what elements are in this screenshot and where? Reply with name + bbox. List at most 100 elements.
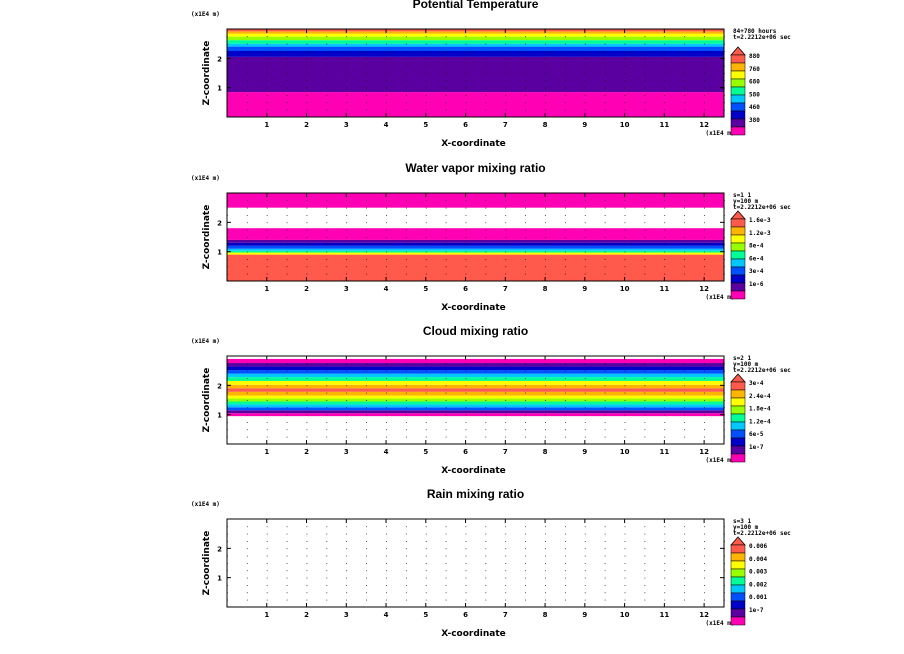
grid-dot: [445, 392, 447, 394]
grid-dot: [286, 51, 288, 52]
grid-dot: [266, 392, 268, 394]
grid-dot: [664, 436, 666, 438]
grid-dot: [664, 207, 666, 209]
grid-dot: [425, 43, 427, 45]
grid-dot: [485, 392, 487, 394]
grid-dot: [266, 385, 268, 387]
contour-band: [227, 228, 724, 240]
grid-dot: [604, 422, 606, 423]
grid-dot: [624, 200, 626, 202]
grid-dot: [346, 385, 348, 387]
grid-dot: [425, 237, 427, 238]
grid-dot: [564, 541, 566, 542]
grid-dot: [684, 109, 686, 111]
z-axis-label: Z-coordinate: [202, 41, 212, 106]
grid-dot: [684, 36, 686, 38]
grid-dot: [405, 273, 407, 275]
grid-dot: [425, 436, 427, 438]
grid-dot: [386, 222, 387, 224]
info-text: t=2.2212e+06 sec: [733, 367, 791, 374]
x-tick-label: 6: [463, 285, 468, 293]
grid-dot: [286, 429, 288, 431]
grid-dot: [366, 102, 367, 104]
grid-dot: [405, 436, 407, 438]
grid-dot: [505, 87, 507, 89]
grid-dot: [306, 200, 308, 202]
grid-dot: [266, 207, 268, 209]
grid-dot: [545, 533, 546, 535]
grid-dot: [346, 80, 348, 82]
grid-dot: [306, 392, 308, 394]
grid-dot: [604, 392, 606, 394]
grid-dot: [366, 251, 367, 253]
grid-dot: [584, 422, 586, 423]
legend-level: 3e-4: [749, 268, 764, 275]
grid-dot: [704, 200, 705, 202]
grid-dot: [644, 407, 646, 409]
grid-dot: [545, 65, 546, 67]
grid-dot: [246, 244, 248, 246]
x-axis-label: X-coordinate: [441, 139, 506, 149]
grid-dot: [664, 533, 666, 535]
grid-dot: [286, 73, 288, 74]
grid-dot: [465, 65, 467, 67]
grid-dot: [564, 370, 566, 372]
grid-dot: [366, 87, 367, 89]
z-tick-label: 1: [217, 85, 222, 93]
grid-dot: [346, 200, 348, 202]
grid-dot: [366, 73, 367, 74]
grid-dot: [584, 273, 586, 275]
legend-swatch: [730, 282, 746, 292]
grid-dot: [286, 378, 288, 379]
grid-dot: [505, 363, 507, 365]
grid-dot: [624, 244, 626, 246]
grid-dot: [386, 259, 387, 260]
info-text: t=2.2212e+06 sec: [733, 34, 791, 41]
grid-dot: [545, 370, 546, 372]
grid-dot: [684, 80, 686, 82]
grid-dot: [346, 65, 348, 67]
contour-band: [227, 370, 724, 374]
grid-dot: [445, 548, 447, 550]
grid-dot: [386, 65, 387, 67]
legend-swatch: [730, 102, 746, 112]
grid-dot: [246, 102, 248, 104]
grid-dot: [445, 414, 447, 416]
grid-dot: [644, 36, 646, 38]
grid-dot: [624, 555, 626, 557]
plot-frame: [226, 192, 725, 282]
grid-dot: [704, 229, 705, 231]
grid-dot: [326, 244, 328, 246]
grid-dot: [505, 36, 507, 38]
grid-dot: [246, 570, 248, 572]
grid-dot: [266, 87, 268, 89]
grid-dot: [386, 592, 387, 594]
grid-dot: [405, 533, 407, 535]
grid-dot: [704, 592, 705, 594]
grid-dot: [266, 65, 268, 67]
grid-dot: [306, 80, 308, 82]
grid-dot: [505, 429, 507, 431]
grid-dot: [246, 555, 248, 557]
grid-dot: [266, 273, 268, 275]
grid-dot: [425, 102, 427, 104]
grid-dot: [405, 548, 407, 550]
grid-dot: [584, 533, 586, 535]
x-tick-label: 3: [344, 121, 349, 129]
grid-dot: [505, 51, 507, 52]
grid-dot: [246, 36, 248, 38]
grid-dot: [545, 592, 546, 594]
grid-dot: [306, 414, 308, 416]
grid-dot: [664, 200, 666, 202]
grid-dot: [584, 65, 586, 67]
grid-dot: [425, 109, 427, 111]
grid-dot: [525, 222, 526, 224]
grid-dot: [465, 273, 467, 275]
grid-dot: [465, 599, 467, 601]
grid-dot: [366, 58, 367, 60]
grid-dot: [545, 407, 546, 409]
grid-dot: [684, 58, 686, 60]
grid-dot: [604, 207, 606, 209]
grid-dot: [266, 51, 268, 52]
